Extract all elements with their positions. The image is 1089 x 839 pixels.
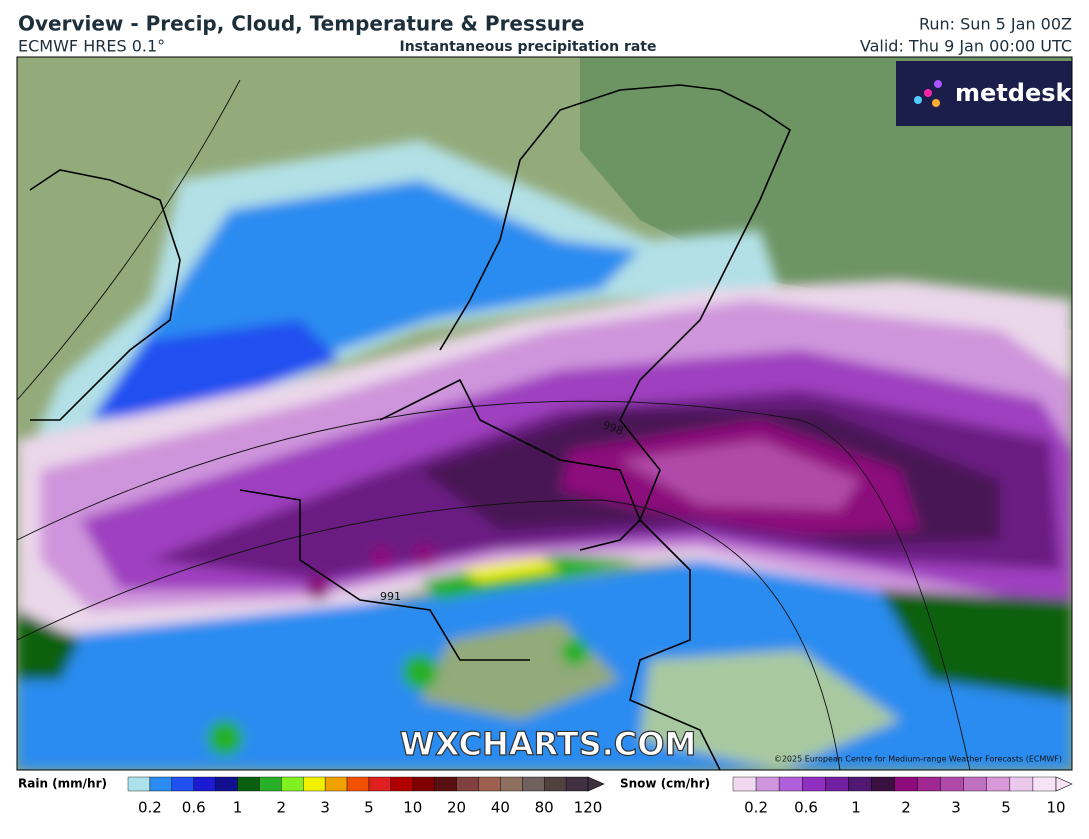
tick-label: 1 xyxy=(233,799,243,817)
tick-label: 0.6 xyxy=(182,799,206,817)
swatch xyxy=(565,776,589,792)
map: 998 991 metdesk WXCHARTS.COM ©2025 Europ… xyxy=(17,57,1073,770)
swatch xyxy=(193,776,216,792)
swatch xyxy=(171,776,194,792)
swatch xyxy=(324,776,348,792)
swatch xyxy=(259,776,282,792)
arrow xyxy=(1055,776,1073,792)
tick-label: 80 xyxy=(535,799,554,817)
swatch xyxy=(478,776,501,792)
tick-label: 20 xyxy=(447,799,466,817)
snow-label: Snow (cm/hr) xyxy=(620,777,710,791)
swatch xyxy=(778,776,803,792)
swatch xyxy=(1032,776,1057,792)
swatch xyxy=(940,776,964,792)
swatch xyxy=(848,776,872,792)
swatch xyxy=(149,776,173,792)
swatch xyxy=(963,776,987,792)
swatch xyxy=(346,776,370,792)
swatch xyxy=(500,776,523,792)
tick-label: 5 xyxy=(364,799,374,817)
subtitle: Instantaneous precipitation rate xyxy=(400,39,657,55)
swatch xyxy=(543,776,567,792)
tick-label: 3 xyxy=(320,799,330,817)
swatch xyxy=(456,776,479,792)
tick-label: 2 xyxy=(277,799,287,817)
tick-label: 0.2 xyxy=(744,799,768,817)
swatch xyxy=(917,776,941,792)
swatch xyxy=(986,776,1011,792)
swatch xyxy=(1009,776,1034,792)
map-frame xyxy=(16,56,1073,771)
swatch xyxy=(522,776,545,792)
swatch xyxy=(303,776,326,792)
swatch xyxy=(215,776,238,792)
model: ECMWF HRES 0.1° xyxy=(18,37,165,56)
tick-label: 120 xyxy=(574,799,603,817)
arrow xyxy=(587,776,605,792)
swatch xyxy=(825,776,849,792)
valid: Valid: Thu 9 Jan 00:00 UTC xyxy=(860,37,1072,56)
logo-icon xyxy=(914,80,942,107)
isobar-label: 991 xyxy=(380,590,401,603)
swatch xyxy=(390,776,413,792)
copyright: ©2025 European Centre for Medium-range W… xyxy=(774,755,1062,764)
swatch xyxy=(127,776,151,792)
rain-label: Rain (mm/hr) xyxy=(18,777,107,791)
tick-label: 40 xyxy=(491,799,510,817)
tick-label: 2 xyxy=(901,799,911,817)
tick-label: 3 xyxy=(951,799,961,817)
snow-colorbar: 0.2 0.6 1 2 3 5 10 xyxy=(732,776,1073,817)
tick-label: 5 xyxy=(1001,799,1011,817)
title: Overview - Precip, Cloud, Temperature & … xyxy=(18,12,584,36)
rain-colorbar: 0.2 0.6 1 2 3 5 10 20 40 80 120 xyxy=(127,776,605,817)
run: Run: Sun 5 Jan 00Z xyxy=(919,15,1072,34)
tick-label: 10 xyxy=(1046,799,1065,817)
tick-label: 0.2 xyxy=(138,799,162,817)
swatch xyxy=(755,776,780,792)
swatch xyxy=(871,776,895,792)
tick-label: 1 xyxy=(851,799,861,817)
swatch xyxy=(434,776,457,792)
swatch xyxy=(802,776,826,792)
tick-label: 0.6 xyxy=(794,799,818,817)
watermark: WXCHARTS.COM xyxy=(400,725,697,763)
swatch xyxy=(237,776,260,792)
logo: metdesk xyxy=(955,79,1073,107)
swatch xyxy=(281,776,304,792)
swatch xyxy=(732,776,757,792)
swatch xyxy=(368,776,392,792)
swatch xyxy=(412,776,435,792)
tick-label: 10 xyxy=(403,799,422,817)
swatch xyxy=(894,776,918,792)
